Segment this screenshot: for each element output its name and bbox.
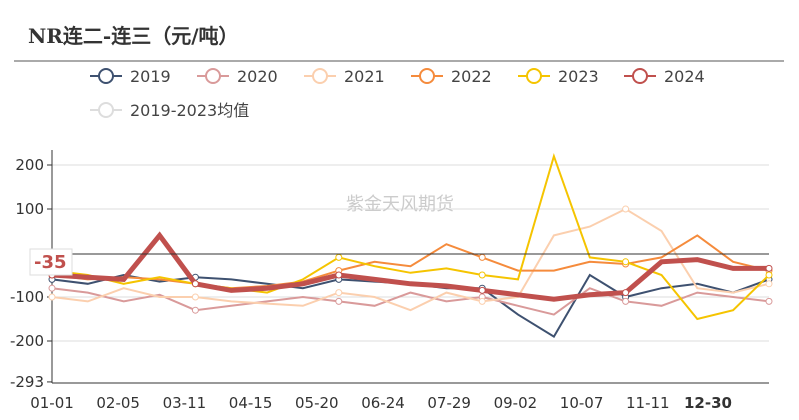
data-point-2023 — [335, 253, 343, 261]
x-tick-label: 06-24 — [361, 394, 405, 412]
x-tick-label: 10-07 — [560, 394, 604, 412]
y-tick-label: -293 — [10, 373, 44, 391]
legend-item-2022[interactable]: 2022 — [451, 67, 492, 86]
legend-item-2023[interactable]: 2023 — [558, 67, 599, 86]
data-point-2023 — [622, 258, 630, 266]
x-tick-label: 09-02 — [494, 394, 538, 412]
x-tick-label: 12-30 — [684, 394, 732, 412]
data-point-2021 — [478, 297, 486, 305]
data-point-2020 — [48, 284, 56, 292]
y-tick-label: 100 — [15, 200, 44, 218]
chart-title: NR连二-连三（元/吨） — [28, 24, 239, 48]
series-line-2021 — [51, 207, 770, 312]
legend-item-2020[interactable]: 2020 — [237, 67, 278, 86]
data-point-2024 — [478, 286, 486, 294]
data-point-2021 — [191, 293, 199, 301]
data-point-2021 — [335, 289, 343, 297]
legend-marker-2019 — [98, 68, 114, 84]
y-tick-label: -200 — [10, 332, 44, 350]
legend-marker-2022 — [419, 68, 435, 84]
data-point-2023 — [478, 271, 486, 279]
data-point-2024 — [765, 264, 773, 272]
series-line-2024 — [51, 231, 769, 302]
legend-marker-2020 — [205, 68, 221, 84]
data-point-2020 — [191, 306, 199, 314]
legend-item-2019-2023均值[interactable]: 2019-2023均值 — [130, 101, 249, 120]
axis-pointer-label-box — [29, 248, 73, 276]
x-tick-label: 03-11 — [163, 394, 207, 412]
legend-marker-2019-2023均值 — [98, 102, 114, 118]
legend-item-2024[interactable]: 2024 — [664, 67, 705, 86]
legend-marker-2023 — [526, 68, 542, 84]
series-line-2022 — [51, 234, 770, 290]
x-tick-label: 07-29 — [427, 394, 471, 412]
data-point-2022 — [478, 253, 486, 261]
x-tick-label: 01-01 — [30, 394, 74, 412]
data-point-2021 — [765, 280, 773, 288]
data-point-2024 — [191, 280, 199, 288]
title-divider — [14, 60, 784, 62]
data-point-2020 — [335, 297, 343, 305]
data-point-2024 — [335, 271, 343, 279]
data-point-2021 — [622, 205, 630, 213]
axis-pointer-label: -35 — [34, 252, 67, 273]
data-point-2020 — [765, 297, 773, 305]
x-tick-label: 02-05 — [96, 394, 140, 412]
legend-item-2019[interactable]: 2019 — [130, 67, 171, 86]
data-point-2023 — [765, 271, 773, 279]
data-point-2020 — [622, 297, 630, 305]
legend-marker-2024 — [632, 68, 648, 84]
y-tick-label: -100 — [10, 288, 44, 306]
legend-item-2021[interactable]: 2021 — [344, 67, 385, 86]
data-point-2024 — [622, 289, 630, 297]
y-tick-label: 200 — [15, 156, 44, 174]
x-tick-label: 05-20 — [295, 394, 339, 412]
series-line-2020 — [51, 287, 770, 316]
x-tick-label: 04-15 — [229, 394, 273, 412]
legend-marker-2021 — [312, 68, 328, 84]
data-point-2021 — [48, 293, 56, 301]
x-tick-label: 11-11 — [626, 394, 670, 412]
watermark: 紫金天风期货 — [346, 194, 454, 215]
